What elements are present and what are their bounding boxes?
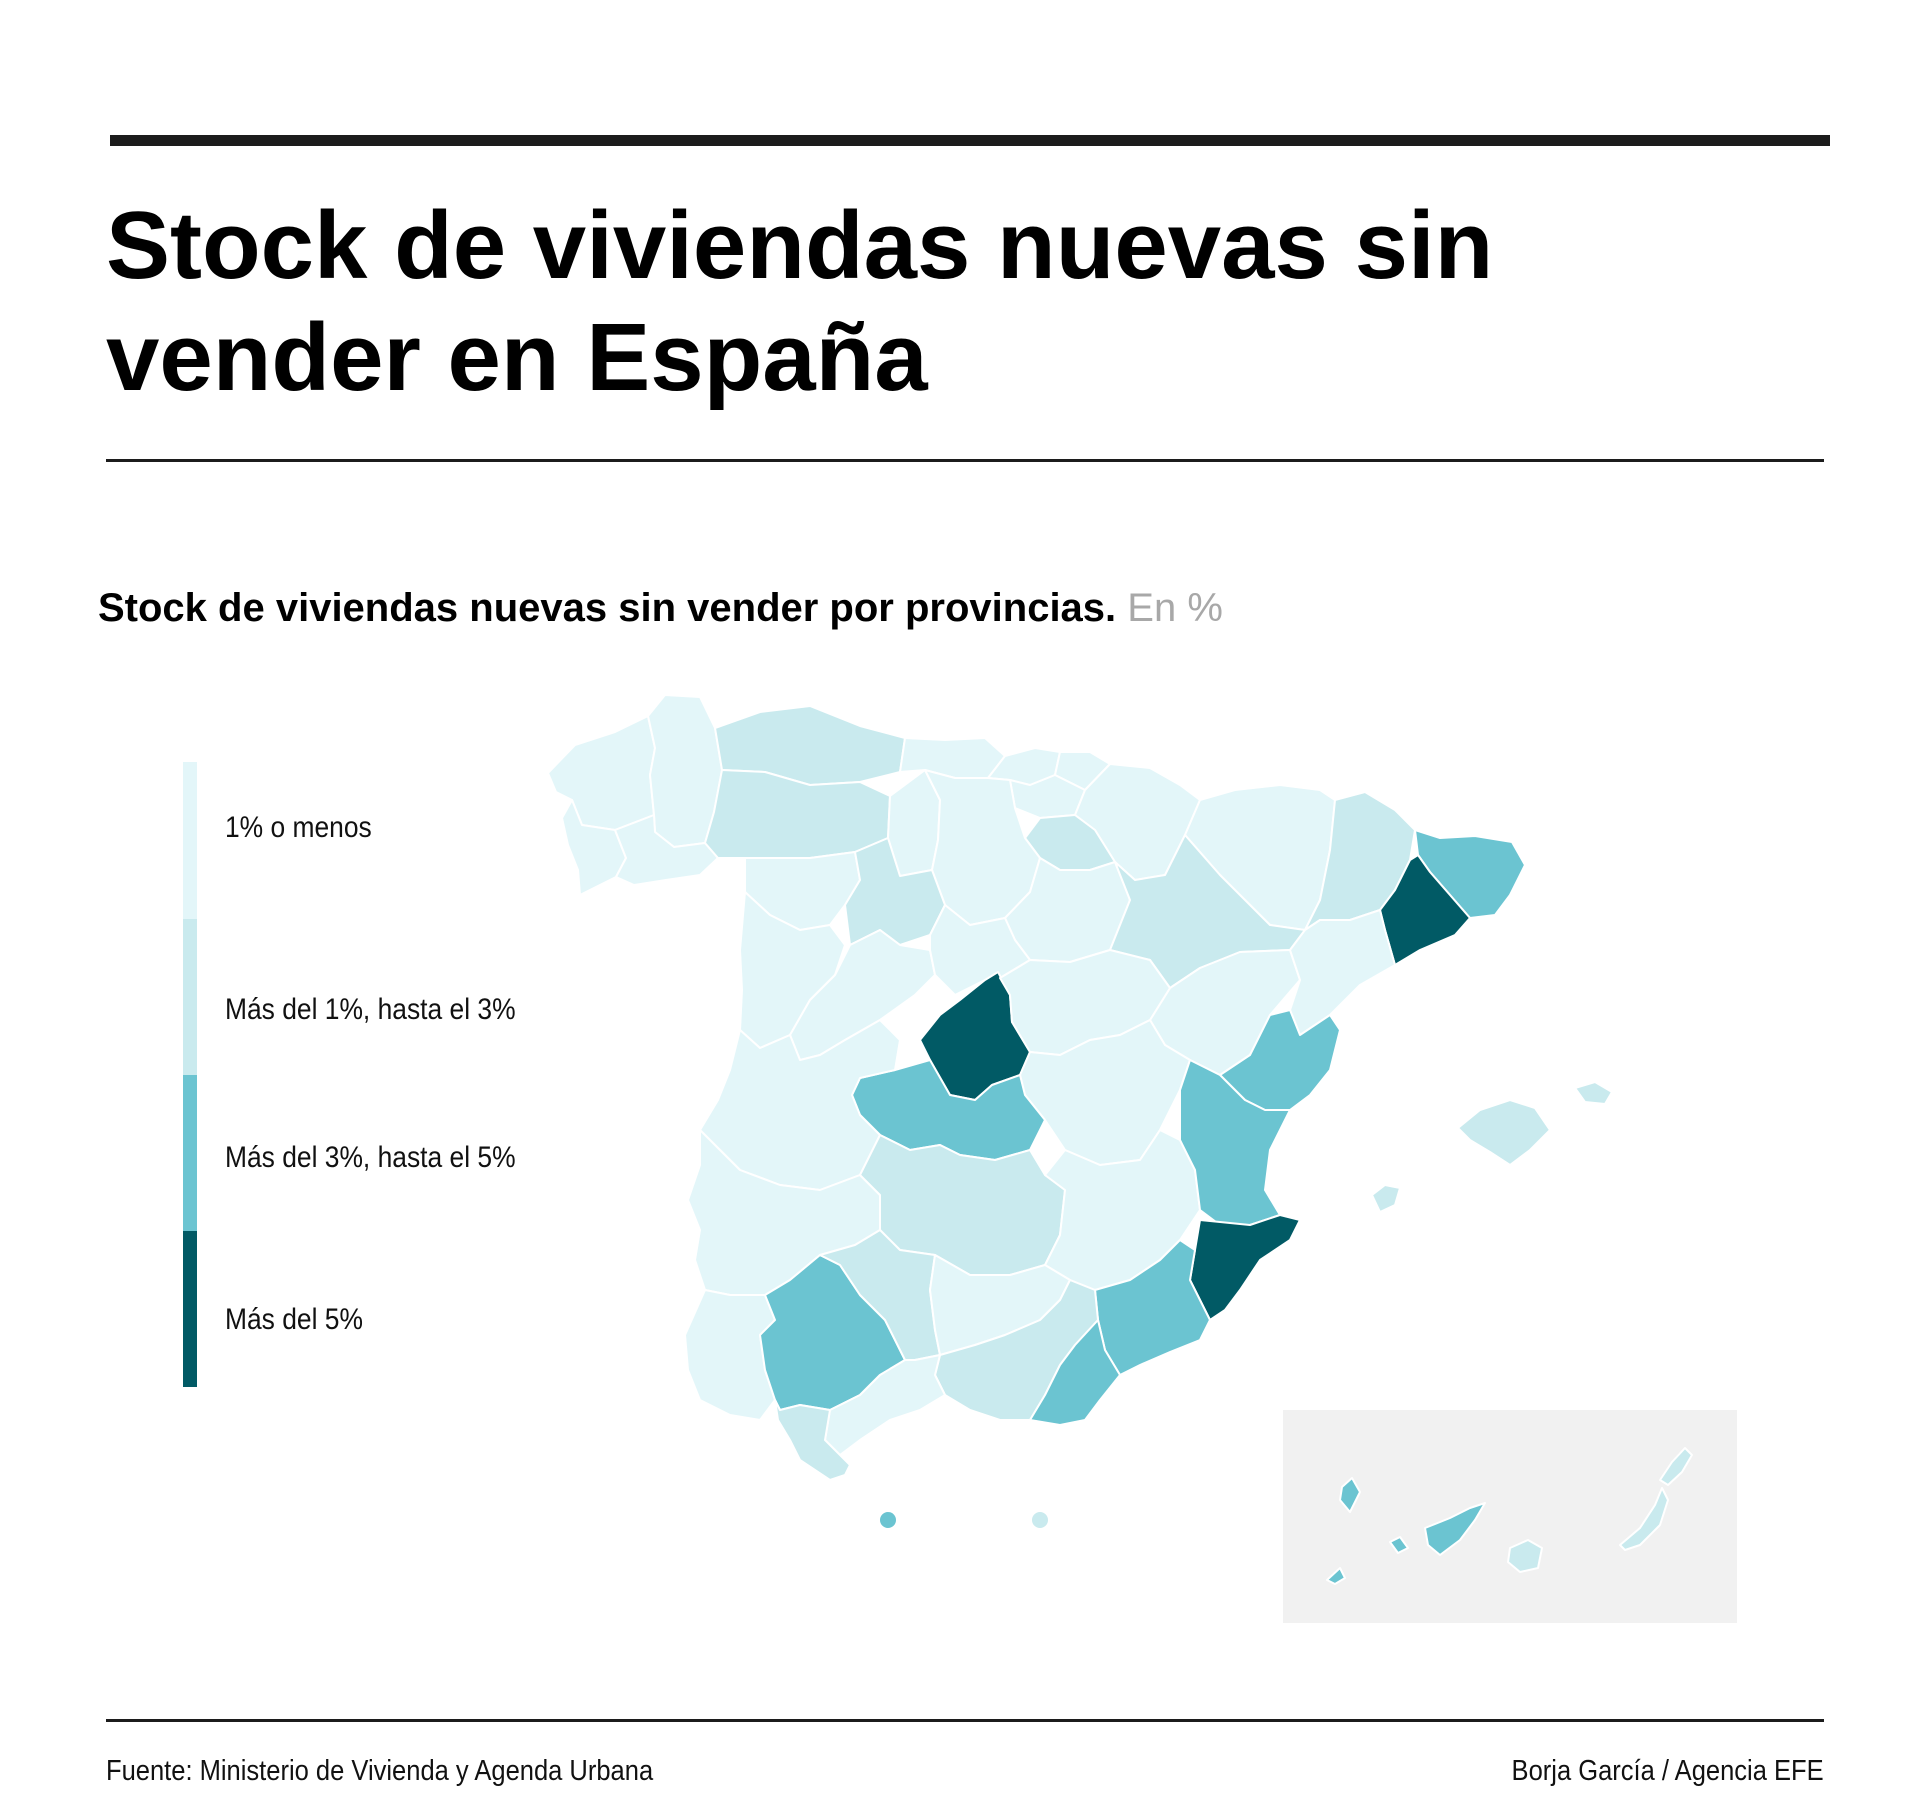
top-rule	[110, 135, 1830, 146]
legend-label-gt5: Más del 5%	[225, 1303, 363, 1336]
footer-source: Fuente: Ministerio de Vivienda y Agenda …	[106, 1755, 654, 1787]
title-divider	[106, 459, 1824, 462]
region-cantabria	[899, 737, 1006, 779]
page-title: Stock de viviendas nuevas sin vender en …	[106, 192, 1494, 411]
canarias-inset-background	[1283, 1410, 1737, 1623]
region-barcelona	[1379, 854, 1471, 966]
footer-divider	[106, 1719, 1824, 1722]
region-la-palma	[1339, 1477, 1361, 1513]
region-ibiza	[1371, 1184, 1401, 1213]
legend-swatch-1to3	[183, 919, 197, 1075]
legend: 1% o menos Más del 1%, hasta el 3% Más d…	[183, 762, 583, 1387]
region-el-hierro	[1326, 1567, 1346, 1585]
region-lanzarote	[1659, 1447, 1693, 1486]
region-melilla	[1030, 1510, 1050, 1530]
map-subtitle: Stock de viviendas nuevas sin vender por…	[98, 583, 1223, 633]
region-cadiz	[774, 1399, 851, 1481]
region-alicante	[1189, 1214, 1301, 1321]
legend-swatch-le1	[183, 762, 197, 919]
region-almeria	[1029, 1319, 1121, 1426]
province-shapes	[547, 694, 1693, 1585]
region-tarragona	[1289, 909, 1396, 1036]
region-menorca	[1574, 1081, 1613, 1105]
region-valladolid	[844, 837, 946, 946]
legend-swatch-gt5	[183, 1231, 197, 1387]
legend-label-3to5: Más del 3%, hasta el 5%	[225, 1141, 516, 1174]
legend-label-1to3: Más del 1%, hasta el 3%	[225, 993, 516, 1026]
region-ourense	[614, 814, 719, 886]
region-tenerife	[1424, 1502, 1486, 1556]
legend-label-le1: 1% o menos	[225, 811, 372, 844]
region-mallorca	[1457, 1099, 1551, 1166]
region-leon	[704, 769, 891, 859]
legend-color-bar	[183, 762, 197, 1387]
region-huelva	[684, 1289, 776, 1421]
footer-credit: Borja García / Agencia EFE	[1511, 1755, 1824, 1787]
region-pontevedra	[561, 799, 627, 896]
map-unit-label: En %	[1127, 586, 1223, 630]
region-la-gomera	[1389, 1536, 1409, 1554]
map-subtitle-text: Stock de viviendas nuevas sin vender por…	[98, 586, 1117, 630]
region-valencia	[1179, 1059, 1291, 1226]
region-ceuta	[878, 1510, 898, 1530]
legend-swatch-3to5	[183, 1075, 197, 1231]
region-gran-canaria	[1507, 1539, 1543, 1573]
region-fuerteventura	[1619, 1487, 1669, 1551]
